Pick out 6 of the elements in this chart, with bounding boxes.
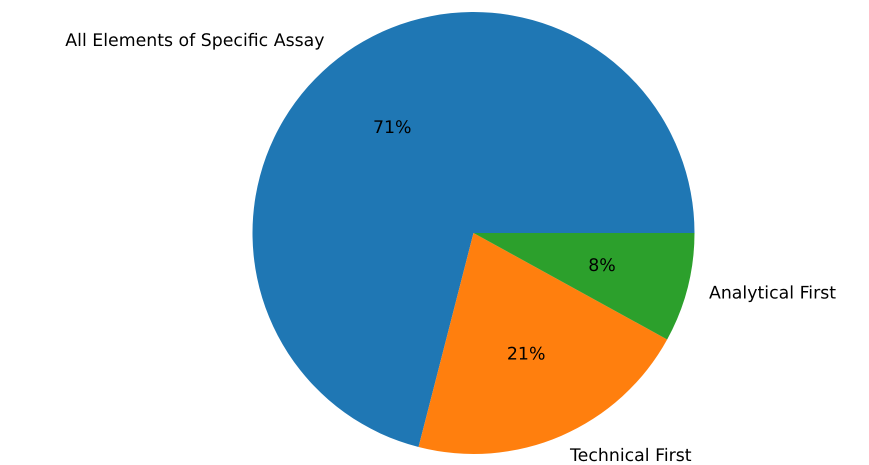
slice-label: Technical First (569, 446, 692, 465)
data-label: 21% (506, 344, 546, 365)
data-label: 71% (372, 118, 412, 138)
data-label: 8% (588, 256, 616, 276)
slice-label: Analytical First (708, 283, 836, 304)
slice-label: All Elements of Specific Assay (65, 30, 325, 51)
